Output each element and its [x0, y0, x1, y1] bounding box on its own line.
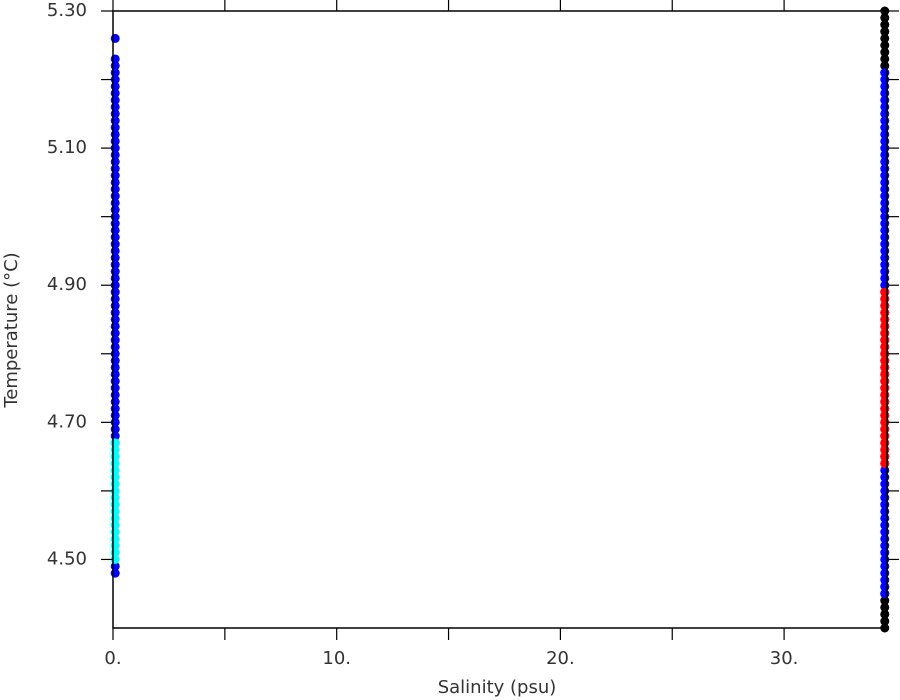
x-tick-label: 0.	[104, 648, 121, 669]
y-tick-label: 4.70	[47, 411, 87, 432]
point	[110, 438, 120, 448]
plot-frame	[112, 10, 888, 629]
point	[880, 68, 890, 78]
x-tick-label: 30.	[770, 648, 799, 669]
point	[880, 287, 890, 297]
x-tick-label: 20.	[546, 648, 575, 669]
y-tick-label: 4.50	[47, 548, 87, 569]
y-tick-label: 5.30	[47, 0, 87, 21]
y-tick-label: 5.10	[47, 137, 87, 158]
point	[110, 33, 120, 43]
x-tick-label: 10.	[322, 648, 351, 669]
y-axis-label: Temperature (°C)	[1, 252, 22, 408]
x-axis-label: Salinity (psu)	[438, 677, 557, 698]
point	[110, 54, 120, 64]
y-tick-label: 4.90	[47, 274, 87, 295]
